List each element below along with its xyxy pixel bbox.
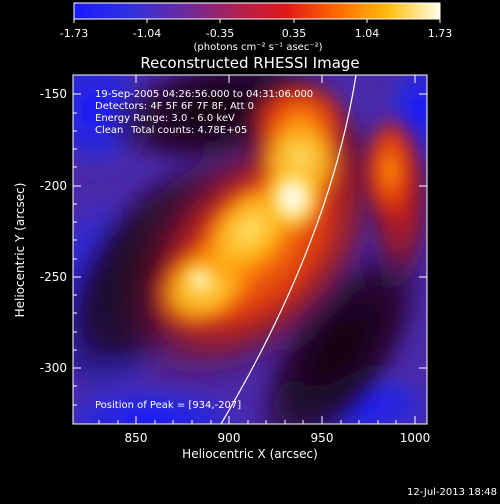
energy-range: Energy Range: 3.0 - 6.0 keV xyxy=(95,113,235,124)
colorbar-tick-label: 1.73 xyxy=(428,27,453,40)
y-tick-label: -150 xyxy=(40,87,67,101)
colorbar-gradient xyxy=(73,2,441,20)
y-tick-label: -250 xyxy=(40,270,67,284)
x-axis-label: Heliocentric X (arcsec) xyxy=(182,447,318,461)
x-axis-ticks xyxy=(98,75,416,424)
x-tick-label: 1000 xyxy=(400,431,431,445)
detectors: Detectors: 4F 5F 6F 7F 8F, Att 0 xyxy=(95,101,254,112)
colorbar-tick-label: 1.04 xyxy=(355,27,380,40)
colorbar-tick-label: -1.04 xyxy=(133,27,161,40)
colorbar-tick-label: -1.73 xyxy=(60,27,88,40)
solar-limb-curve xyxy=(220,75,357,424)
observation-info: 19-Sep-2005 04:26:56.000 to 04:31:06.000… xyxy=(95,89,313,136)
x-tick-label: 950 xyxy=(311,431,334,445)
time-range: 19-Sep-2005 04:26:56.000 to 04:31:06.000 xyxy=(95,89,313,100)
y-tick-label: -200 xyxy=(40,179,67,193)
colorbar-tick-label: -0.35 xyxy=(206,27,234,40)
x-tick-label: 900 xyxy=(218,431,241,445)
colorbar-tick-label: 0.35 xyxy=(282,27,307,40)
total-counts: Total counts: 4.78E+05 xyxy=(130,125,247,136)
plot-title: Reconstructed RHESSI Image xyxy=(140,54,359,72)
x-tick-label: 850 xyxy=(125,431,148,445)
peak-position: Position of Peak = [934,-207] xyxy=(95,400,241,411)
colorbar-units: (photons cm⁻² s⁻¹ asec⁻²) xyxy=(193,42,322,53)
algorithm: Clean xyxy=(95,125,123,136)
plot-frame xyxy=(72,74,428,425)
colorbar: -1.73 -1.04 -0.35 0.35 1.04 1.73 (photon… xyxy=(60,2,453,53)
colorbar-ticks xyxy=(73,19,441,23)
timestamp: 12-Jul-2013 18:48 xyxy=(407,487,497,498)
y-axis-ticks xyxy=(73,93,427,406)
y-axis-label: Heliocentric Y (arcsec) xyxy=(13,183,27,318)
y-tick-label: -300 xyxy=(40,361,67,375)
